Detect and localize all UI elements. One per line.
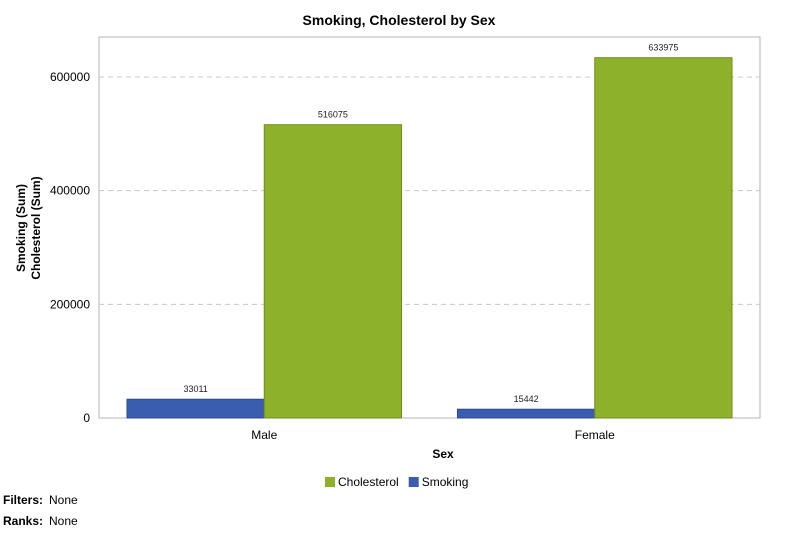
y-axis-label-line-2: Cholesterol (Sum): [29, 176, 43, 279]
y-axis-label-line-1: Smoking (Sum): [14, 184, 28, 272]
legend-swatch-smoking: [408, 477, 419, 487]
y-tick-label: 400000: [50, 184, 90, 198]
y-tick-label: 600000: [50, 70, 90, 84]
legend-swatch-cholesterol: [325, 477, 335, 487]
filters-value: None: [49, 493, 78, 507]
data-label: 516075: [318, 110, 348, 120]
y-tick-label: 0: [83, 411, 90, 425]
bar-cholesterol-male: [263, 124, 402, 419]
bar-cholesterol-female: [594, 57, 733, 419]
y-axis-ticks: 0 200000 400000 600000: [50, 70, 90, 425]
bar-smoking-male: [126, 398, 265, 419]
ranks-row: Ranks: None: [3, 514, 78, 528]
data-label: 33011: [183, 384, 207, 394]
ranks-label: Ranks:: [3, 514, 44, 528]
filters-row: Filters: None: [3, 493, 78, 507]
ranks-value: None: [49, 514, 78, 528]
legend: Cholesterol Smoking: [325, 475, 468, 489]
y-tick-label: 200000: [50, 297, 90, 311]
x-axis-label: Sex: [432, 447, 454, 461]
x-tick-label: Male: [251, 428, 277, 442]
data-labels: 33011 516075 15442 633975: [183, 43, 678, 405]
filters-label: Filters:: [3, 493, 44, 507]
chart-title: Smoking, Cholesterol by Sex: [303, 12, 496, 28]
data-label: 15442: [514, 394, 539, 404]
legend-label-cholesterol: Cholesterol: [338, 475, 399, 489]
y-axis-label: Smoking (Sum) Cholesterol (Sum): [14, 176, 43, 279]
legend-label-smoking: Smoking: [422, 475, 469, 489]
x-tick-label: Female: [575, 428, 615, 442]
x-axis-ticks: Male Female: [251, 428, 615, 442]
data-label: 633975: [648, 43, 678, 53]
bar-smoking-female: [457, 408, 596, 419]
bars: [126, 57, 733, 419]
